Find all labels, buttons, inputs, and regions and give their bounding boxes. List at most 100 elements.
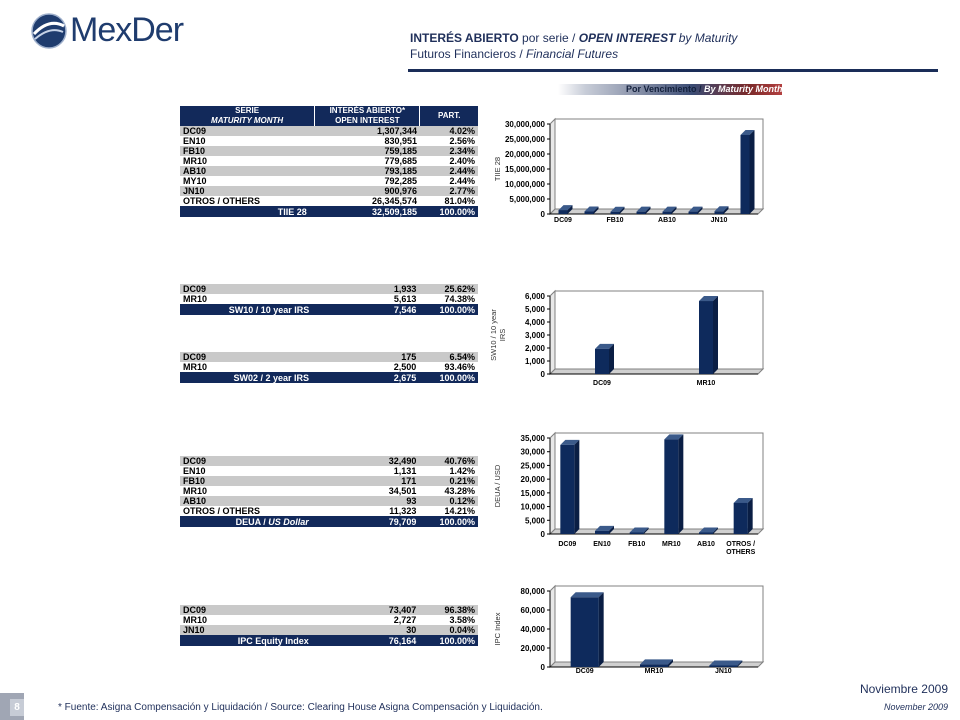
- open-interest-cell: 26,345,574: [371, 196, 417, 206]
- total-value-cell: 7,546: [317, 304, 420, 315]
- ipc-rows: DC09 73,407 96.38% MR10 2,727 3.58% JN10 30 0.04…: [180, 605, 478, 646]
- bar-top: [709, 660, 743, 666]
- open-interest-cell: 93: [316, 496, 420, 506]
- y-axis-label: IPC Index: [493, 612, 502, 645]
- open-interest-cell: 175: [317, 352, 420, 362]
- x-tick-label: AB10: [697, 541, 715, 548]
- bar-top: [636, 206, 651, 212]
- y-tick-label: 5,000,000: [509, 195, 545, 204]
- y-tick-label: 20,000,000: [505, 150, 546, 159]
- plot-side-wall: [549, 117, 556, 216]
- series-cell: DC09: [180, 352, 318, 362]
- table-row: MR10 34,501 43.28%: [180, 486, 478, 496]
- tiie28-chart: 0 5,000,000 10,000,000 15,000,000 20,000,000…: [493, 117, 765, 224]
- total-value-cell: 32,509,185: [314, 206, 420, 217]
- share-cell: 25.62%: [419, 284, 478, 294]
- bar-side: [668, 659, 673, 667]
- share-cell: 96.38%: [419, 605, 478, 615]
- y-tick-label: 6,000: [525, 292, 546, 301]
- subtitle-es: Futuros Financieros /: [410, 47, 527, 61]
- bar-top: [629, 527, 649, 533]
- total-label-cell: SW02 / 2 year IRS: [180, 372, 318, 383]
- table-row: MR10 2,727 3.58%: [180, 615, 478, 625]
- share-cell: 0.21%: [419, 476, 478, 486]
- source-footnote: * Fuente: Asigna Compensación y Liquidac…: [58, 702, 543, 713]
- total-row: SW10 / 10 year IRS 7,546 100.00%: [180, 304, 478, 315]
- share-cell: 4.02%: [419, 126, 478, 136]
- share-cell: 3.58%: [449, 615, 475, 625]
- bar-front: [558, 210, 568, 214]
- bar-side: [609, 525, 614, 534]
- series-cell: OTROS / OTHERS: [183, 196, 261, 206]
- bar-front: [595, 530, 609, 534]
- x-tick-label: DC09: [558, 541, 576, 548]
- y-tick-label: 80,000: [521, 587, 546, 596]
- y-tick-label: 40,000: [521, 625, 546, 634]
- bar-side: [671, 206, 677, 214]
- page-title: INTERÉS ABIERTO por serie / OPEN INTERES…: [410, 31, 737, 45]
- series-cell: OTROS / OTHERS: [183, 506, 261, 516]
- open-interest-cell: 30: [316, 625, 420, 635]
- table-row: DC09 175 6.54%: [180, 352, 478, 362]
- table-row: FB10 759,185 2.34%: [180, 146, 478, 156]
- mexder-globe-icon: [31, 13, 67, 49]
- y-tick-label: 4,000: [525, 318, 546, 327]
- table-row: FB10 171 0.21%: [180, 476, 478, 486]
- bar: [560, 439, 580, 534]
- bar: [688, 206, 703, 214]
- y-tick-label: 0: [541, 210, 546, 219]
- x-tick-label: FB10: [628, 541, 645, 548]
- bar: [740, 129, 755, 214]
- title-en-bold: OPEN INTEREST: [578, 31, 676, 45]
- series-cell: MR10: [183, 362, 208, 372]
- sw10-rows: DC09 1,933 25.62% MR10 5,613 74.38% SW10 / 10 …: [180, 284, 478, 315]
- deua-table: DC09 32,490 40.76% EN10 1,131 1.42% FB10 171 0.2…: [180, 456, 478, 527]
- share-cell: 0.04%: [419, 625, 478, 635]
- bar: [733, 497, 753, 534]
- table-row: JN10 900,976 2.77%: [180, 186, 478, 196]
- bar-top: [584, 206, 599, 212]
- y-tick-label: 10,000,000: [505, 180, 546, 189]
- y-tick-label: 15,000,000: [505, 165, 546, 174]
- title-en-rest: by Maturity: [675, 31, 738, 45]
- bar: [699, 527, 718, 534]
- series-cell: EN10: [183, 136, 206, 146]
- deua-chart: 0 5,000 10,000 15,000 20,000 25,000 30,000 35,0…: [493, 431, 765, 556]
- logo-text: MexDer: [70, 11, 184, 49]
- header-interes-en: OPEN INTEREST: [314, 116, 420, 126]
- bar-side: [713, 527, 718, 534]
- series-cell: DC09: [180, 126, 315, 136]
- y-tick-label: 5,000: [525, 305, 546, 314]
- bar-top: [595, 525, 614, 531]
- bar: [709, 660, 743, 667]
- bar-side: [567, 205, 573, 214]
- table-row: MR10 5,613 74.38%: [180, 294, 478, 304]
- total-value-cell: 2,675: [317, 372, 420, 383]
- total-share-cell: 100.00%: [419, 206, 478, 217]
- y-tick-label: 5,000: [525, 516, 546, 525]
- y-tick-label: 30,000: [521, 448, 546, 457]
- x-tick-label: OTROS / OTHERS: [726, 541, 756, 556]
- mexder-logo: MexDer: [30, 8, 190, 54]
- bar-top: [558, 205, 573, 211]
- total-label-cell: DEUA / US Dollar: [180, 516, 317, 527]
- page-number: 8: [10, 699, 24, 716]
- bar: [558, 205, 573, 214]
- open-interest-cell: 34,501: [388, 486, 417, 496]
- x-tick-label: DC09: [593, 380, 611, 387]
- share-cell: 43.28%: [444, 486, 475, 496]
- series-cell: EN10: [183, 466, 206, 476]
- table-row: MY10 792,285 2.44%: [180, 176, 478, 186]
- total-share-cell: 100.00%: [419, 516, 478, 527]
- bar-top: [595, 343, 614, 349]
- series-cell: AB10: [180, 166, 315, 176]
- x-tick-label-line: OTHERS: [726, 549, 756, 556]
- header-interes: INTERÉS ABIERTO*: [314, 106, 420, 116]
- y-axis-label-line: SW10 / 10 year: [489, 309, 498, 361]
- x-tick-label: JN10: [715, 668, 732, 675]
- plot-back-wall: [554, 290, 764, 370]
- open-interest-cell: 900,976: [314, 186, 420, 196]
- share-cell: 14.21%: [444, 506, 475, 516]
- y-tick-label: 60,000: [521, 606, 546, 615]
- open-interest-cell: 5,613: [393, 294, 417, 304]
